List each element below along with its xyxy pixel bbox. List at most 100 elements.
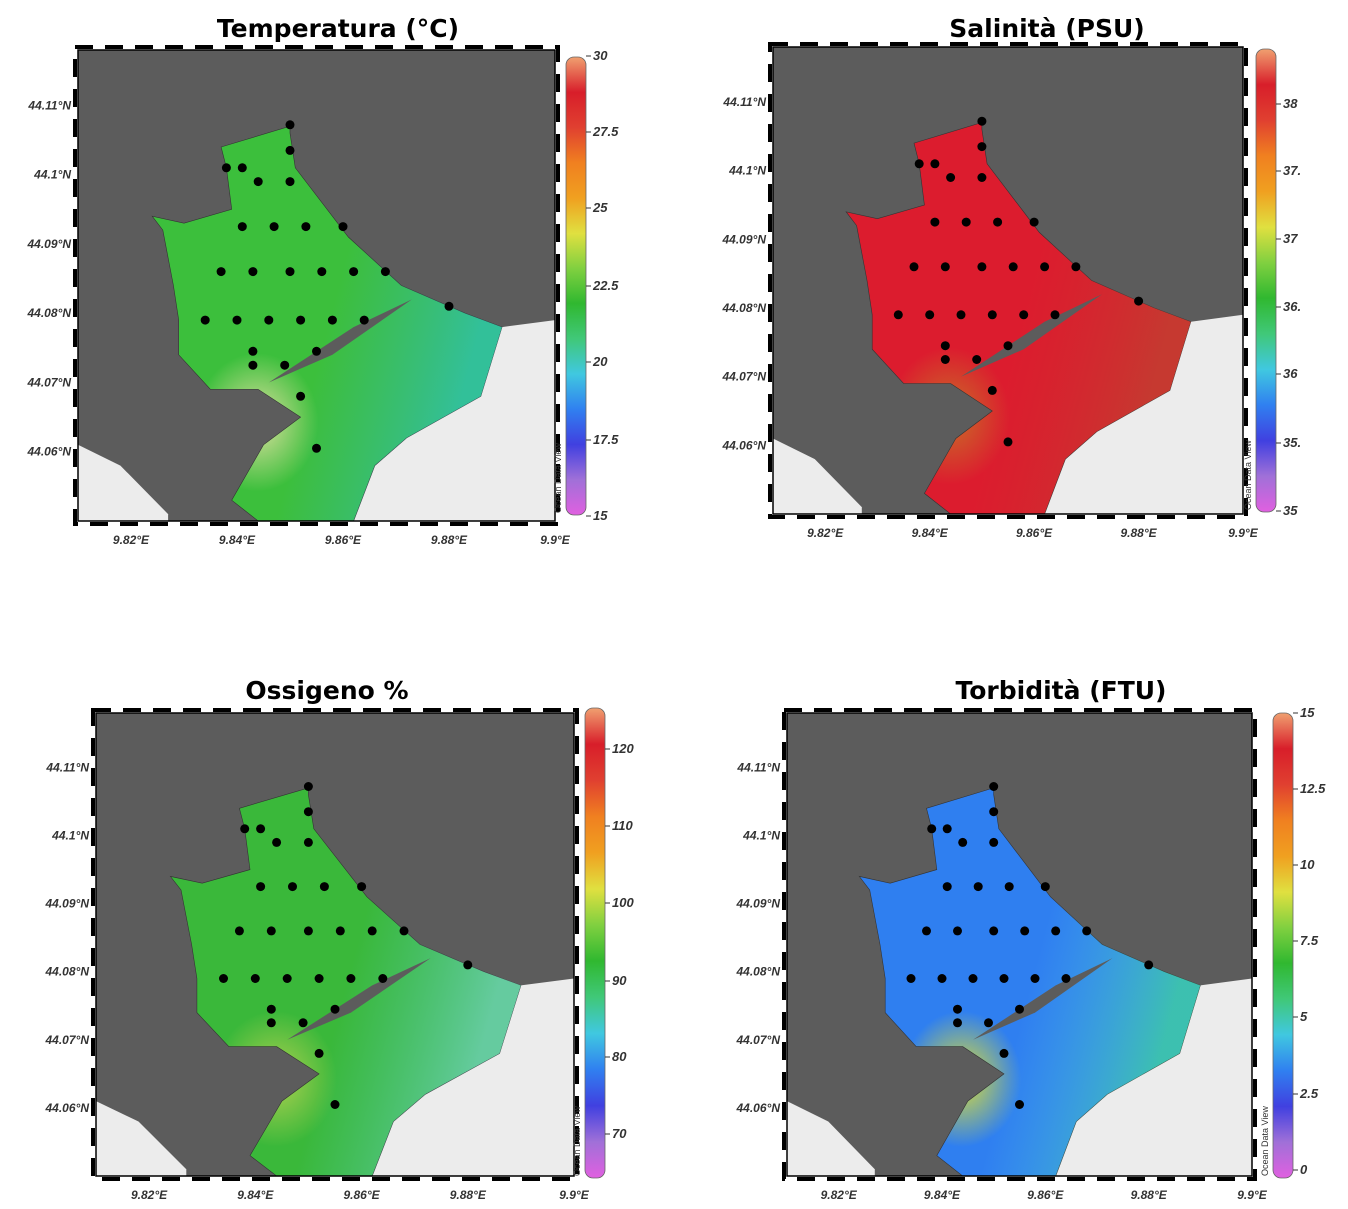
station-marker: [953, 926, 962, 936]
colorbar-label: 12.5: [1300, 781, 1326, 796]
colorbar-label: 90: [612, 973, 627, 988]
station-marker: [221, 163, 231, 173]
lat-tick-label: 44.07°N: [27, 376, 72, 390]
lon-tick-label: 9.84°E: [924, 1188, 961, 1202]
colorbar-label: 15: [1300, 705, 1315, 720]
lat-tick-label: 44.08°N: [27, 306, 72, 320]
colorbar-label: 25: [592, 200, 608, 215]
station-marker: [250, 974, 260, 983]
colorbar-label: 17.5: [593, 432, 619, 447]
station-marker: [285, 145, 295, 155]
station-marker: [272, 837, 282, 847]
station-marker: [314, 974, 324, 983]
station-marker: [335, 926, 345, 936]
station-marker: [444, 301, 454, 311]
no-data-area: [372, 978, 574, 1176]
station-marker: [327, 315, 337, 325]
station-marker: [346, 974, 356, 983]
colorbar-label: 38: [1283, 96, 1298, 111]
panel-title: Ossigeno %: [245, 676, 409, 705]
colorbar-label: 36: [1283, 366, 1298, 381]
lat-tick-label: 44.06°N: [27, 445, 72, 459]
no-data-area: [78, 444, 169, 521]
colorbar-gradient: [1272, 712, 1294, 1179]
lat-tick-label: 44.11°N: [736, 761, 780, 775]
station-marker: [977, 142, 987, 152]
station-marker: [266, 926, 276, 936]
colorbar-label: 7.5: [1300, 933, 1319, 948]
station-marker: [303, 782, 313, 791]
station-marker: [349, 267, 359, 277]
colorbar-label: 2.5: [1299, 1086, 1319, 1101]
island: [268, 299, 412, 383]
lon-tick-label: 9.9°E: [559, 1188, 589, 1202]
no-data-area: [1044, 314, 1243, 514]
odv-watermark: Ocean Data View: [572, 1106, 582, 1176]
station-marker: [977, 173, 987, 182]
no-data-area: [787, 1101, 875, 1176]
lon-tick-label: 9.88°E: [450, 1188, 487, 1202]
map-panel-2: 9.82°E 9.84°E 9.86°E 9.88°E 9.9°E 44.11°N 44.1…: [722, 42, 1301, 540]
station-marker: [296, 391, 306, 401]
station-marker: [906, 974, 916, 983]
map-panel-4: 9.82°E 9.84°E 9.86°E 9.88°E 9.9°E 44.11°N 44.1…: [736, 705, 1327, 1202]
odv-watermark: Ocean Data View: [553, 443, 563, 513]
station-marker: [922, 926, 931, 936]
lon-tick-label: 9.82°E: [821, 1188, 858, 1202]
map-frame-dashed: [91, 708, 579, 1181]
station-marker: [927, 824, 937, 834]
no-data-area: [353, 320, 555, 521]
lon-tick-label: 9.9°E: [540, 533, 570, 547]
station-marker: [298, 1018, 308, 1028]
station-marker: [1071, 262, 1081, 272]
lat-tick-label: 44.08°N: [736, 965, 781, 979]
station-marker: [330, 1100, 340, 1109]
station-marker: [972, 355, 982, 364]
station-marker: [977, 116, 987, 126]
station-marker: [1134, 296, 1144, 306]
lat-tick-label: 44.08°N: [722, 301, 767, 315]
station-marker: [256, 882, 266, 892]
lat-tick-label: 44.11°N: [27, 98, 71, 112]
lat-tick-label: 44.07°N: [722, 370, 767, 384]
station-marker: [378, 974, 388, 983]
lon-tick-label: 9.88°E: [431, 533, 468, 547]
map-panel-3: 9.82°E 9.84°E 9.86°E 9.88°E 9.9°E 44.11°N 44.1…: [45, 707, 634, 1202]
lon-tick-label: 9.84°E: [219, 533, 256, 547]
station-marker: [248, 267, 258, 277]
station-marker: [285, 177, 295, 187]
station-marker: [1019, 310, 1029, 320]
colorbar-label: 0: [1300, 1162, 1308, 1177]
station-marker: [1003, 437, 1013, 447]
colorbar-label: 110: [612, 818, 633, 833]
map-frame: [786, 712, 1253, 1177]
station-marker: [314, 1048, 324, 1058]
odv-watermark: Ocean Data View: [1260, 1106, 1270, 1176]
station-marker: [940, 355, 950, 364]
panel-title: Salinità (PSU): [949, 14, 1145, 43]
station-marker: [1015, 1100, 1024, 1109]
station-marker: [968, 974, 978, 983]
station-marker: [367, 926, 377, 936]
station-marker: [240, 824, 250, 834]
lon-tick-label: 9.82°E: [113, 533, 150, 547]
island: [287, 958, 431, 1040]
station-marker: [282, 974, 292, 983]
colorbar-label: 80: [612, 1049, 627, 1064]
colorbar-label: 37: [1283, 231, 1298, 246]
lon-tick-label: 9.86°E: [325, 533, 362, 547]
station-marker: [973, 882, 983, 892]
station-marker: [958, 837, 968, 847]
lat-tick-label: 44.1°N: [51, 829, 89, 843]
lat-tick-label: 44.09°N: [722, 232, 767, 246]
station-marker: [301, 222, 311, 232]
island: [973, 958, 1113, 1040]
station-marker: [1004, 882, 1014, 892]
station-marker: [987, 385, 997, 395]
colorbar-label: 35: [1283, 503, 1298, 518]
station-marker: [237, 222, 247, 232]
station-marker: [937, 974, 947, 983]
station-marker: [1030, 974, 1040, 983]
station-marker: [237, 163, 247, 173]
